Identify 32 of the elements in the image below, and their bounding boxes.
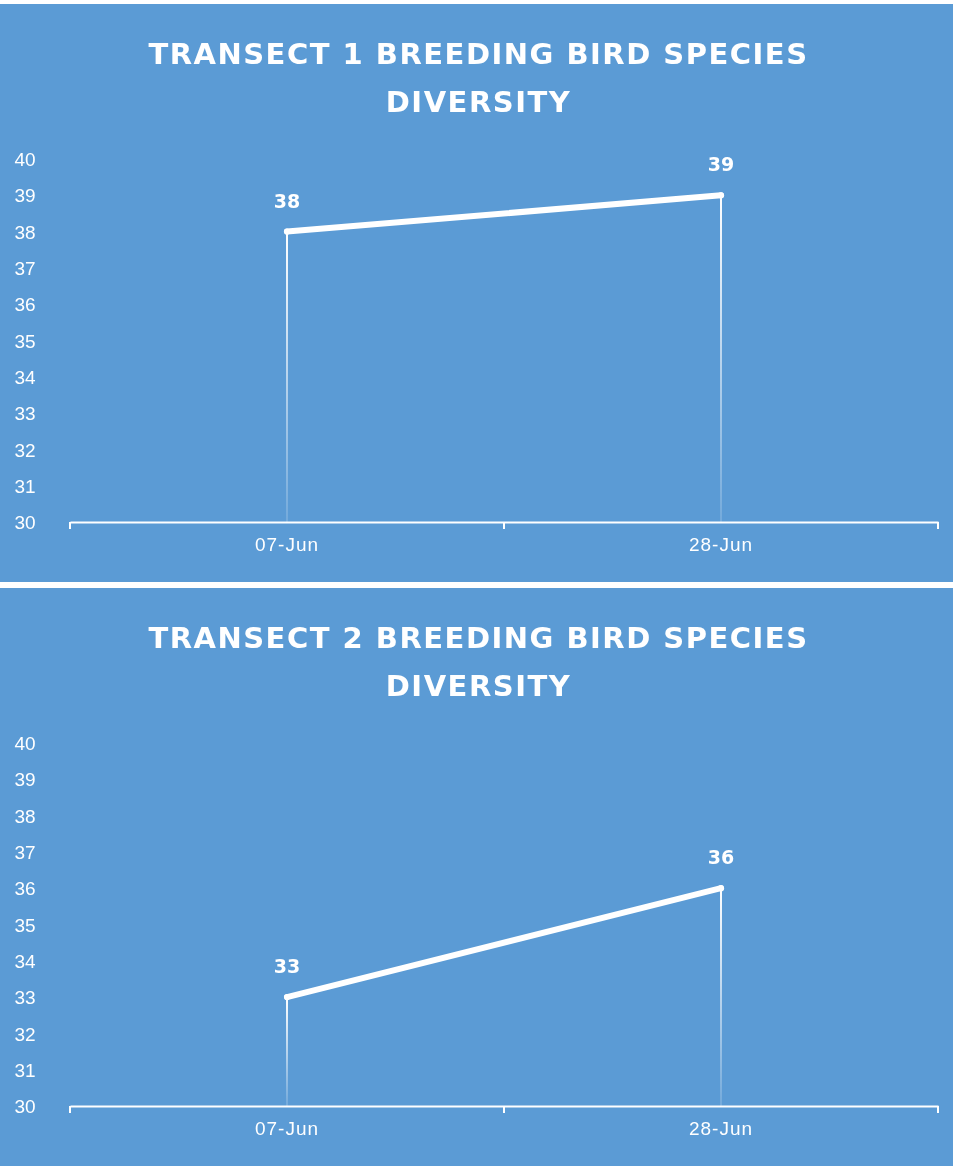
y-tick-label: 40 — [14, 733, 36, 755]
x-tick-label: 07-Jun — [254, 534, 320, 556]
y-tick-label: 36 — [14, 878, 36, 900]
x-tick-label: 28-Jun — [688, 534, 754, 556]
y-tick-label: 39 — [14, 769, 36, 791]
x-tick-label: 28-Jun — [688, 1118, 754, 1140]
y-tick-label: 34 — [14, 950, 36, 972]
y-tick-label: 32 — [14, 439, 36, 461]
data-label: 36 — [707, 846, 735, 869]
y-tick-label: 31 — [14, 1059, 36, 1081]
y-tick-label: 33 — [14, 987, 36, 1009]
y-tick-label: 35 — [14, 330, 36, 352]
y-tick-label: 37 — [14, 258, 36, 280]
y-tick-label: 40 — [14, 149, 36, 171]
y-tick-label: 38 — [14, 221, 36, 243]
data-label: 39 — [707, 153, 735, 176]
x-tick-label: 07-Jun — [254, 1118, 320, 1140]
chart-title: TRANSECT 1 BREEDING BIRD SPECIES DIVERSITY — [148, 37, 809, 119]
y-tick-label: 34 — [14, 366, 36, 388]
y-tick-label: 32 — [14, 1023, 36, 1045]
y-tick-label: 31 — [14, 475, 36, 497]
y-tick-label: 30 — [14, 1096, 36, 1118]
data-label: 33 — [273, 955, 301, 978]
y-tick-label: 30 — [14, 512, 36, 534]
y-tick-label: 38 — [14, 805, 36, 827]
y-tick-label: 36 — [14, 294, 36, 316]
y-tick-label: 39 — [14, 185, 36, 207]
y-tick-label: 33 — [14, 403, 36, 425]
y-tick-label: 35 — [14, 914, 36, 936]
y-tick-label: 37 — [14, 842, 36, 864]
data-label: 38 — [273, 189, 301, 212]
chart-title: TRANSECT 2 BREEDING BIRD SPECIES DIVERSITY — [148, 621, 809, 703]
